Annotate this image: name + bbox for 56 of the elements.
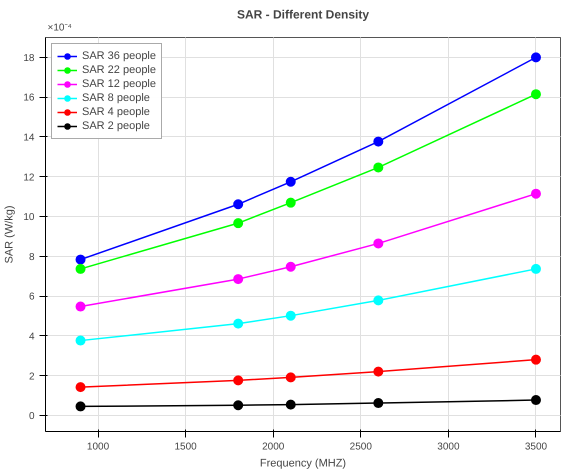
- y-tick-label: 2: [28, 371, 35, 382]
- point: [373, 136, 384, 147]
- point: [76, 302, 86, 312]
- point: [233, 318, 244, 329]
- point: [76, 401, 86, 412]
- point: [76, 382, 86, 392]
- x-tick-label: 3500: [524, 442, 548, 452]
- point: [530, 354, 541, 365]
- point: [286, 372, 296, 382]
- point: [530, 52, 541, 62]
- legend-label: SAR 8 people: [82, 91, 150, 105]
- y-tick-label: 6: [28, 292, 35, 303]
- point: [286, 198, 296, 208]
- y-tick-label: 8: [28, 252, 35, 263]
- point: [530, 395, 541, 406]
- point: [530, 89, 541, 100]
- y-tick-label: 18: [23, 52, 35, 64]
- x-tick-label: 1000: [86, 442, 110, 452]
- y-tick-label: 14: [23, 132, 35, 144]
- text: ×10⁻⁴: [48, 22, 72, 34]
- point: [233, 375, 244, 386]
- point: [76, 336, 86, 346]
- x-tick-label: 1500: [174, 442, 198, 452]
- legend-label: SAR 12 people: [82, 77, 156, 91]
- point: [373, 295, 384, 306]
- x-tick-label: 2000: [262, 442, 285, 452]
- point: [233, 218, 244, 228]
- point: [233, 199, 244, 210]
- y-tick-label: 10: [23, 212, 35, 224]
- y-tick-label: 4: [28, 331, 35, 342]
- point: [286, 400, 296, 410]
- point: [373, 398, 384, 408]
- y-tick-label: 0: [28, 411, 35, 422]
- x-tick-label: 3000: [437, 442, 460, 452]
- chart-title: SAR - Different Density: [236, 8, 370, 22]
- legend-label: SAR 36 people: [82, 49, 156, 63]
- point: [233, 400, 244, 410]
- point: [373, 162, 384, 172]
- legend-label: SAR 22 people: [82, 63, 156, 77]
- legend-label: SAR 2 people: [82, 119, 150, 133]
- point: [373, 238, 384, 248]
- y-axis-title: SAR (W/kg): [3, 205, 16, 264]
- point: [76, 254, 86, 265]
- point: [530, 264, 541, 274]
- point: [373, 366, 384, 377]
- point: [286, 176, 296, 187]
- x-tick-label: 2500: [350, 442, 372, 452]
- legend-label: SAR 4 people: [82, 105, 150, 119]
- point: [530, 188, 541, 199]
- x-axis-title: Frequency (MHZ): [260, 458, 346, 470]
- point: [76, 264, 86, 274]
- point: [233, 274, 244, 284]
- point: [286, 310, 296, 321]
- y-tick-label: 12: [23, 172, 35, 184]
- y-tick-label: 16: [23, 92, 35, 104]
- point: [286, 262, 296, 272]
